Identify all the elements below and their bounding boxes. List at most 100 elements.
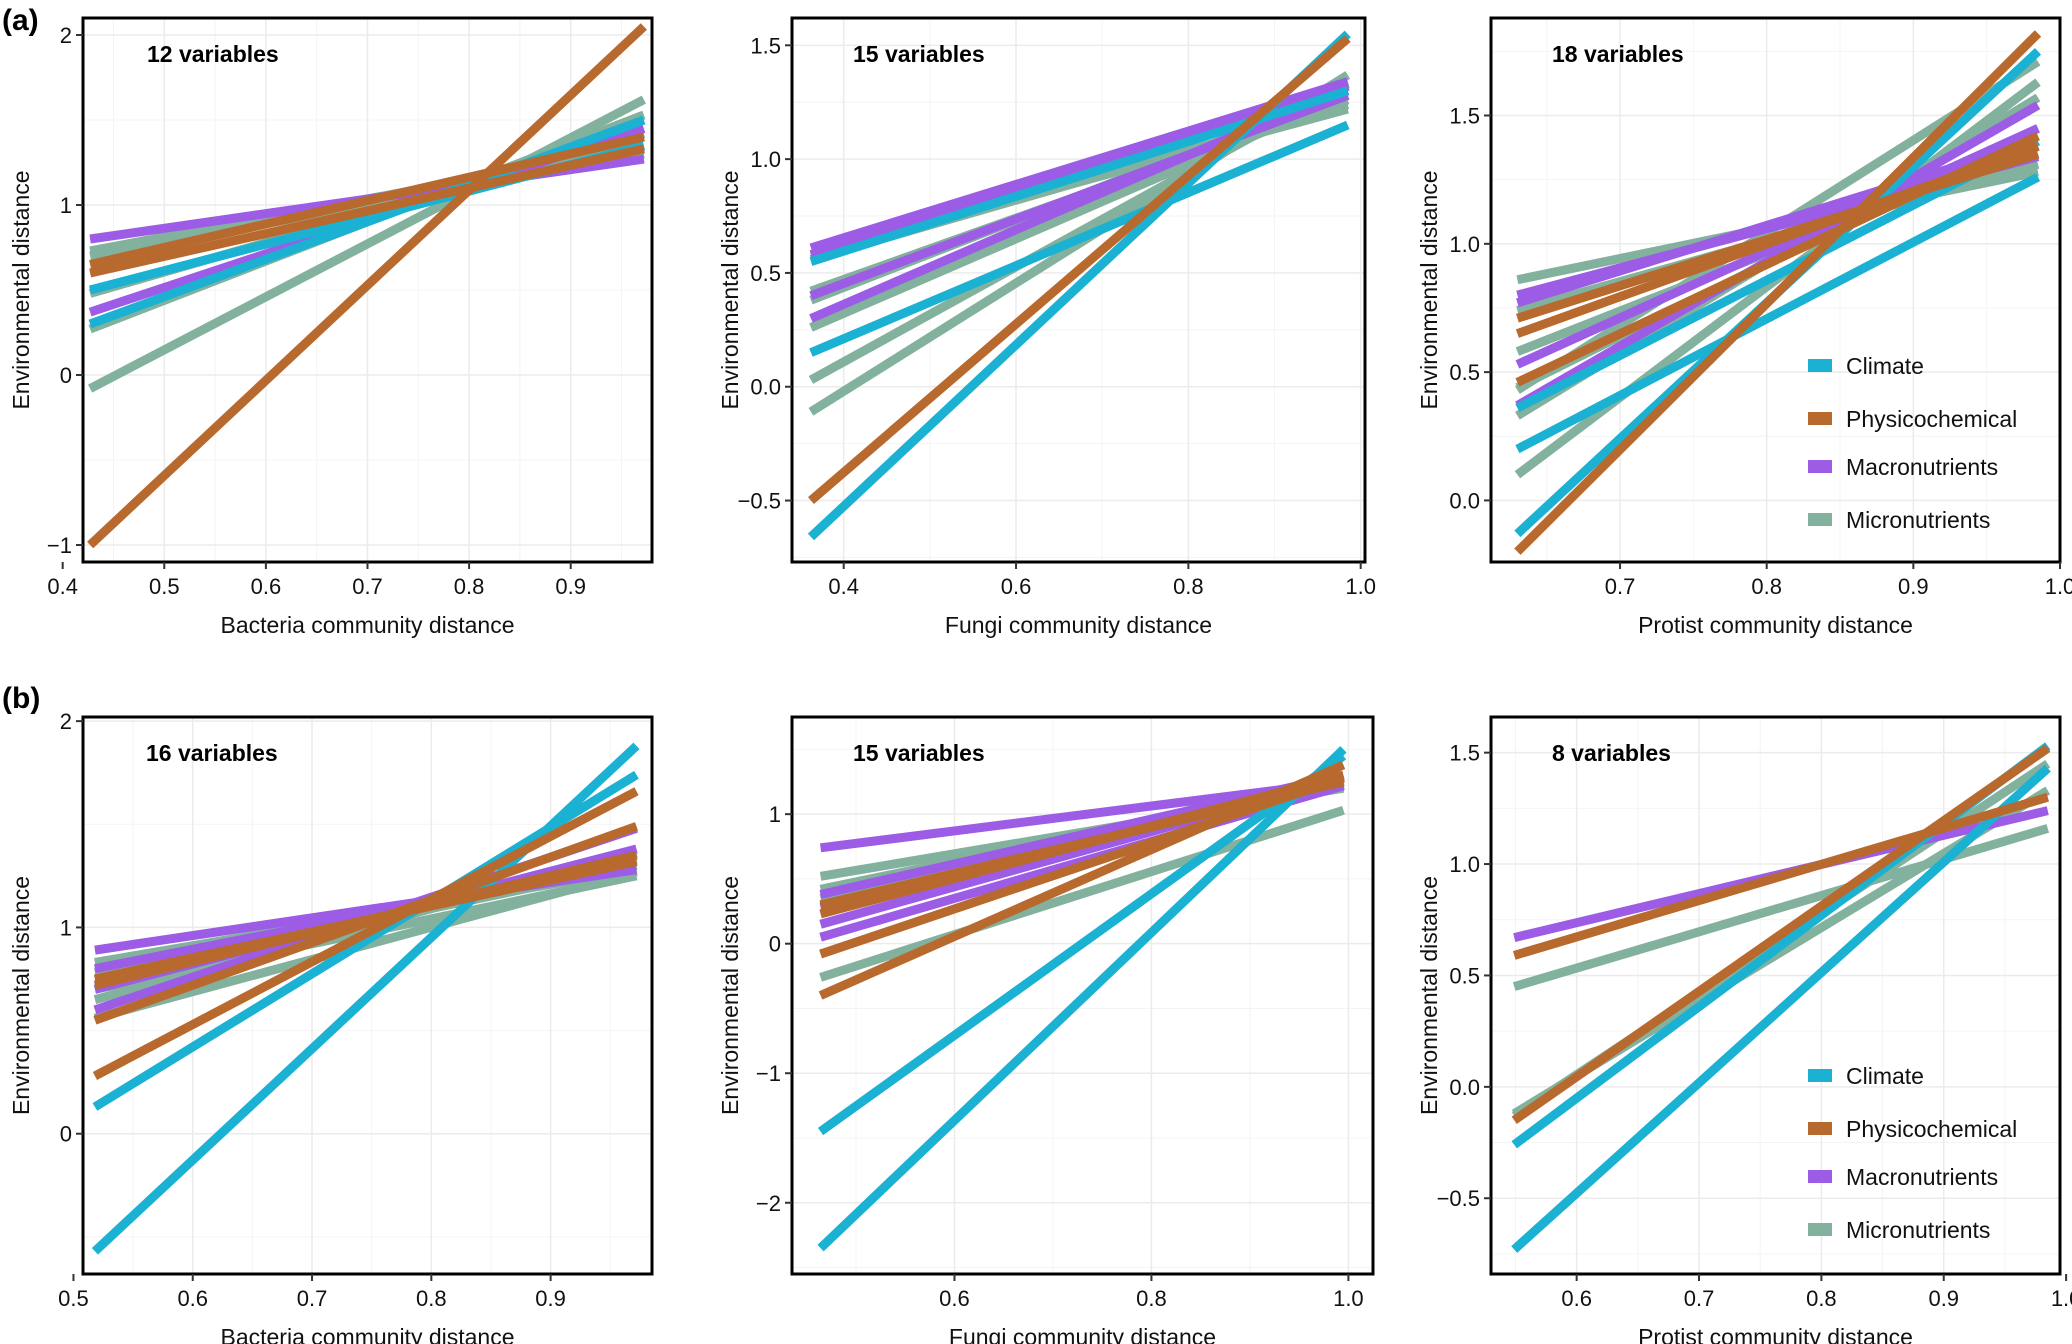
y-tick-label: 1.0 bbox=[1449, 852, 1480, 877]
x-tick-label: 1.0 bbox=[2051, 1286, 2072, 1311]
plot-frame bbox=[1489, 16, 2062, 564]
plot-frame bbox=[790, 16, 1367, 564]
panel-label-b: (b) bbox=[2, 682, 40, 715]
x-tick-label: 0.6 bbox=[1561, 1286, 1592, 1311]
series-group bbox=[1511, 742, 2051, 1253]
y-tick-label: 2 bbox=[60, 23, 72, 48]
x-tick-label: 0.9 bbox=[535, 1286, 566, 1311]
x-tick-label: 0.8 bbox=[416, 1286, 447, 1311]
series-line-climate-2 bbox=[817, 752, 1347, 1136]
legend-key-climate bbox=[1808, 1069, 1832, 1082]
legend-2: Climate Physicochemical Macronutrients Micr… bbox=[1808, 1063, 2017, 1243]
legend-key-macro bbox=[1808, 460, 1832, 473]
x-axis-label: Protist community distance bbox=[1638, 1324, 1913, 1344]
y-tick-label: 1.0 bbox=[1449, 232, 1480, 257]
plot-frame bbox=[1489, 715, 2062, 1276]
x-tick-label: 0.9 bbox=[555, 574, 586, 599]
variables-annotation: 18 variables bbox=[1552, 41, 1684, 67]
y-tick-label: 0.0 bbox=[1449, 488, 1480, 513]
x-tick-label: 0.5 bbox=[149, 574, 180, 599]
chart-5: 0.6 0.8 1.0 −2 −1 0 1 Fungi community distance E… bbox=[717, 715, 1375, 1344]
x-tick-label: 0.7 bbox=[1605, 574, 1636, 599]
y-axis-label: Environmental distance bbox=[1416, 876, 1442, 1115]
series-line-phys-4 bbox=[1512, 792, 2050, 960]
series-line-phys-4 bbox=[808, 35, 1351, 504]
legend-1: Climate Physicochemical Macronutrients Micr… bbox=[1808, 353, 2017, 533]
x-tick-label: 0.4 bbox=[47, 574, 78, 599]
y-tick-label: 0.5 bbox=[1449, 963, 1480, 988]
series-line-micro-6 bbox=[1512, 824, 2050, 991]
legend-key-climate bbox=[1808, 359, 1832, 372]
series-line-phys-3 bbox=[1511, 744, 2051, 1124]
series-line-phys-3 bbox=[92, 787, 639, 1080]
legend-label-climate: Climate bbox=[1846, 353, 1924, 379]
y-tick-label: 0.5 bbox=[1449, 360, 1480, 385]
series-group bbox=[1514, 30, 2042, 555]
variables-annotation: 8 variables bbox=[1552, 740, 1671, 766]
series-group bbox=[87, 23, 647, 549]
x-tick-label: 0.4 bbox=[828, 574, 859, 599]
y-tick-label: 1 bbox=[769, 802, 781, 827]
x-tick-label: 0.8 bbox=[1173, 574, 1204, 599]
variables-annotation: 15 variables bbox=[853, 740, 985, 766]
legend-key-phys bbox=[1808, 412, 1832, 425]
series-line-climate-1 bbox=[817, 746, 1347, 1252]
charts-layer: 0.4 0.5 0.6 0.7 0.8 0.9 −1 0 1 2 Bacteria communit… bbox=[8, 16, 2072, 1344]
chart-3: 0.7 0.8 0.9 1.0 0.0 0.5 1.0 1.5 Protist communit… bbox=[1416, 16, 2072, 638]
legend-key-macro bbox=[1808, 1170, 1832, 1183]
legend-key-phys bbox=[1808, 1122, 1832, 1135]
x-axis-label: Fungi community distance bbox=[945, 612, 1212, 638]
x-tick-label: 0.7 bbox=[297, 1286, 328, 1311]
series-line-phys-4 bbox=[1514, 30, 2042, 555]
y-tick-label: −2 bbox=[756, 1191, 781, 1216]
legend-label-phys: Physicochemical bbox=[1846, 406, 2017, 432]
legend-label-micro: Micronutrients bbox=[1846, 1217, 1990, 1243]
y-tick-label: 1.5 bbox=[750, 33, 781, 58]
y-tick-label: 0 bbox=[769, 932, 781, 957]
y-tick-label: 1 bbox=[60, 193, 72, 218]
y-axis-label: Environmental distance bbox=[717, 876, 743, 1115]
chart-1: 0.4 0.5 0.6 0.7 0.8 0.9 −1 0 1 2 Bacteria communit… bbox=[8, 16, 654, 638]
y-tick-label: 1.0 bbox=[750, 147, 781, 172]
x-tick-label: 0.7 bbox=[352, 574, 383, 599]
x-tick-label: 0.8 bbox=[1136, 1286, 1167, 1311]
x-tick-label: 0.6 bbox=[939, 1286, 970, 1311]
y-axis-label: Environmental distance bbox=[1416, 170, 1442, 409]
panel-label-a: (a) bbox=[2, 4, 39, 37]
series-line-phys-1 bbox=[87, 23, 647, 549]
series-line-phys-6 bbox=[819, 777, 1345, 910]
series-line-climate-2 bbox=[92, 770, 639, 1111]
y-tick-label: 1.5 bbox=[1449, 741, 1480, 766]
y-tick-label: −0.5 bbox=[738, 489, 781, 514]
series-line-phys-6 bbox=[93, 857, 638, 984]
plot-frame bbox=[790, 715, 1375, 1276]
x-tick-label: 0.9 bbox=[1898, 574, 1929, 599]
series-line-climate-2 bbox=[809, 120, 1350, 357]
x-tick-label: 0.7 bbox=[1684, 1286, 1715, 1311]
x-tick-label: 0.6 bbox=[1001, 574, 1032, 599]
y-tick-label: 0.5 bbox=[750, 261, 781, 286]
legend-label-phys: Physicochemical bbox=[1846, 1116, 2017, 1142]
legend-label-climate: Climate bbox=[1846, 1063, 1924, 1089]
y-tick-label: −0.5 bbox=[1437, 1186, 1480, 1211]
x-axis-label: Bacteria community distance bbox=[220, 1324, 514, 1344]
x-tick-label: 0.8 bbox=[1751, 574, 1782, 599]
x-tick-label: 1.0 bbox=[2045, 574, 2072, 599]
series-line-macro-8 bbox=[809, 91, 1350, 300]
chart-6: 0.6 0.7 0.8 0.9 1.0 −0.5 0.0 0.5 1.0 1.5 Protist c… bbox=[1416, 715, 2072, 1344]
x-tick-label: 1.0 bbox=[1333, 1286, 1364, 1311]
y-tick-label: −1 bbox=[47, 533, 72, 558]
x-axis-label: Protist community distance bbox=[1638, 612, 1913, 638]
series-line-climate-1 bbox=[1511, 764, 2051, 1253]
variables-annotation: 12 variables bbox=[147, 41, 279, 67]
variables-annotation: 15 variables bbox=[853, 41, 985, 67]
series-line-phys-2 bbox=[89, 132, 645, 269]
series-line-phys-3 bbox=[89, 144, 645, 278]
legend-key-micro bbox=[1808, 1223, 1832, 1236]
x-tick-label: 0.8 bbox=[1806, 1286, 1837, 1311]
y-tick-label: 2 bbox=[60, 709, 72, 734]
legend-key-micro bbox=[1808, 513, 1832, 526]
y-axis-label: Environmental distance bbox=[717, 170, 743, 409]
y-tick-label: 0.0 bbox=[1449, 1075, 1480, 1100]
